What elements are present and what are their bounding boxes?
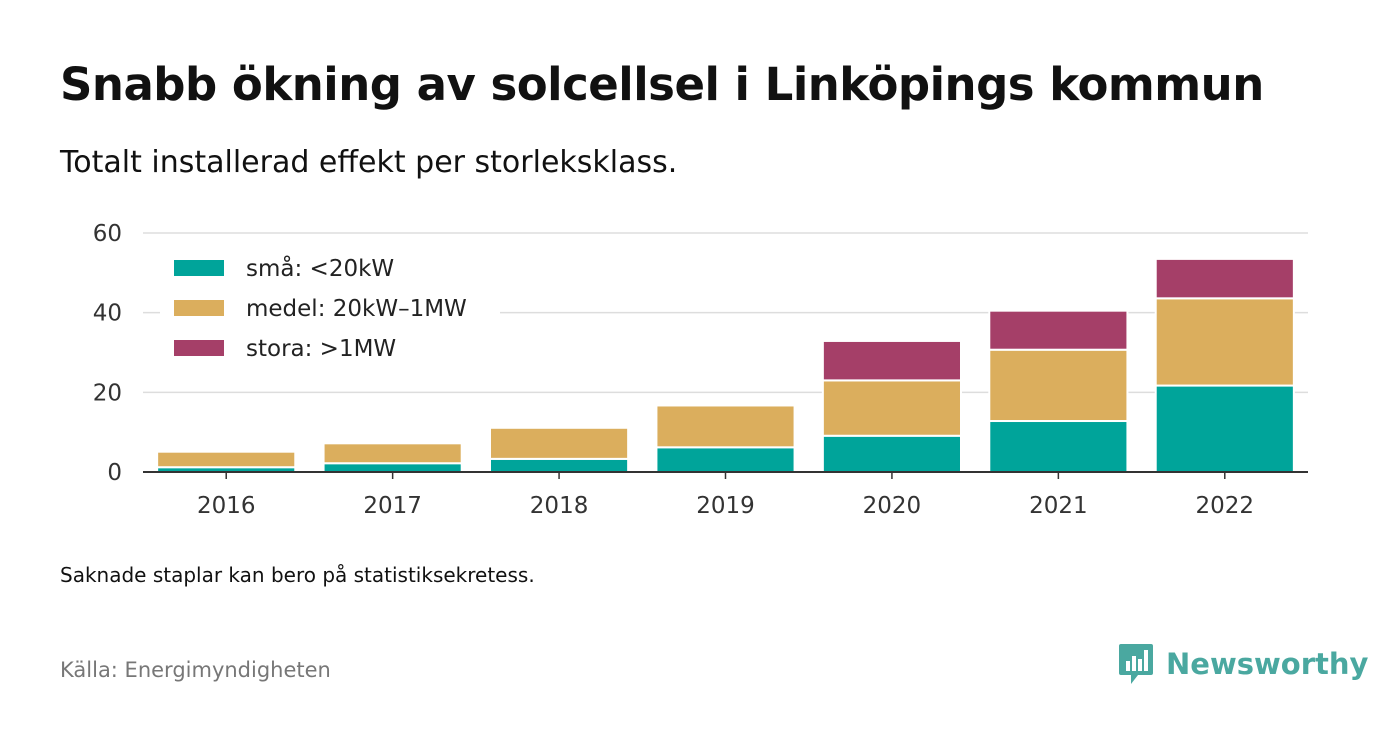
x-tick-label: 2016	[197, 493, 256, 519]
bar-segment	[988, 348, 1129, 423]
bar-segment	[1154, 257, 1295, 300]
bar-segment	[655, 446, 796, 474]
bar-segment	[489, 426, 630, 460]
bar-chart-speech-bubble-icon	[1119, 644, 1153, 684]
chart-title: Snabb ökning av solcellsel i Linköpings …	[60, 58, 1264, 111]
x-tick-label: 2021	[1029, 493, 1088, 519]
bar-segment	[821, 339, 962, 382]
brand-name: Newsworthy	[1166, 647, 1369, 681]
legend-label: små: <20kW	[246, 254, 394, 282]
chart-subtitle: Totalt installerad effekt per storlekskl…	[60, 145, 678, 180]
y-tick-label: 60	[93, 221, 122, 247]
source-label: Källa: Energimyndigheten	[60, 658, 331, 682]
bar-segment	[156, 450, 297, 469]
x-tick-label: 2018	[530, 493, 589, 519]
bar-segment	[988, 420, 1129, 474]
legend-swatch	[174, 260, 224, 276]
x-tick-label: 2022	[1196, 493, 1255, 519]
stacked-bar-chart: 0 20 40 60 2016 2017 2018 2019 2020 2021 2022 små…	[93, 221, 1308, 519]
x-tick-label: 2020	[863, 493, 922, 519]
bar-segment	[821, 434, 962, 474]
footnote: Saknade staplar kan bero på statistiksek…	[60, 563, 535, 587]
legend-swatch	[174, 340, 224, 356]
bar-segment	[988, 309, 1129, 351]
x-axis-ticks: 2016 2017 2018 2019 2020 2021 2022	[197, 472, 1254, 519]
bar-segment	[322, 462, 463, 473]
y-axis-ticks: 0 20 40 60	[93, 221, 122, 486]
y-tick-label: 20	[93, 380, 122, 406]
bar-segment	[322, 442, 463, 465]
bar-segment	[1154, 297, 1295, 387]
bar-segment	[821, 379, 962, 437]
bars	[156, 257, 1295, 474]
bar-segment	[1154, 384, 1295, 474]
bar-segment	[489, 457, 630, 474]
legend: små: <20kW medel: 20kW–1MW stora: >1MW	[160, 247, 500, 375]
y-tick-label: 40	[93, 301, 122, 327]
legend-label: stora: >1MW	[246, 336, 396, 362]
legend-label: medel: 20kW–1MW	[246, 296, 467, 322]
newsworthy-logo: Newsworthy	[1118, 642, 1368, 686]
x-tick-label: 2017	[363, 493, 422, 519]
bar-segment	[655, 404, 796, 449]
legend-swatch	[174, 300, 224, 316]
x-tick-label: 2019	[696, 493, 755, 519]
y-tick-label: 0	[107, 460, 122, 486]
